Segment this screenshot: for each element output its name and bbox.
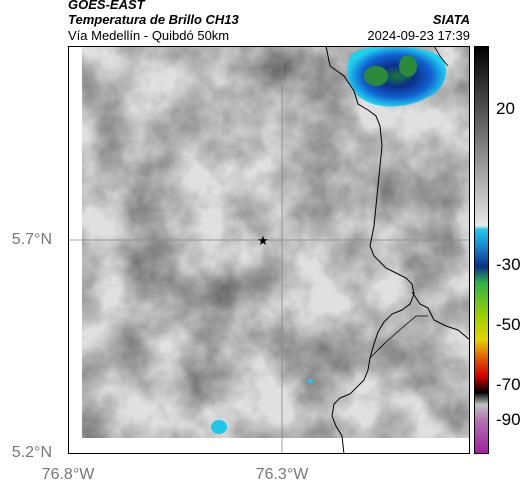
boundary-line	[325, 46, 415, 454]
colorbar-tick: 20	[496, 99, 515, 118]
datetime-label: 2024-09-23 17:39	[367, 28, 470, 43]
colorbar-tick: -30	[496, 255, 521, 274]
colorbar	[474, 46, 489, 454]
colorbar-tick: -50	[496, 315, 521, 334]
cold-cloud-patch	[307, 379, 313, 383]
route-subtitle: Vía Medellín - Quibdó 50km	[68, 28, 230, 43]
lat-tick-label: 5.2°N	[11, 444, 52, 461]
lon-tick-label: 76.3°W	[255, 466, 309, 483]
lon-tick-label: 76.8°W	[41, 466, 95, 483]
cold-cloud-patch	[211, 420, 227, 434]
cold-cloud-storm	[347, 46, 447, 107]
star-icon: ★	[257, 234, 269, 249]
boundary-line	[433, 46, 449, 67]
agency-label: SIATA	[432, 12, 470, 27]
boundary-line	[369, 315, 428, 359]
product-title: Temperatura de Brillo CH13	[68, 12, 239, 27]
satellite-title: GOES-EAST	[68, 0, 145, 12]
lat-tick-label: 5.7°N	[11, 231, 52, 248]
boundary-line	[411, 291, 470, 341]
brightness-temperature-map: ★	[68, 46, 470, 454]
colorbar-tick: -90	[496, 410, 521, 429]
colorbar-tick: -70	[496, 375, 521, 394]
